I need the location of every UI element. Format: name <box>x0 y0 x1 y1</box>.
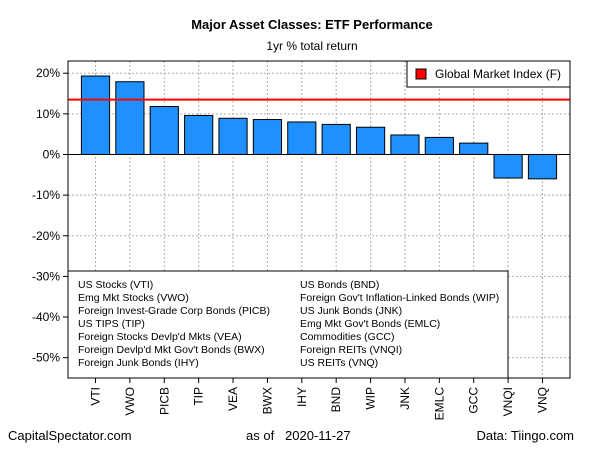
y-tick-label: -10% <box>32 188 60 202</box>
y-tick-label: -40% <box>32 310 60 324</box>
x-tick-label: VNQI <box>501 387 515 416</box>
chart-subtitle: 1yr % total return <box>266 39 357 53</box>
ticker-key-item: Foreign Stocks Devlp'd Mkts (VEA) <box>78 331 242 343</box>
y-tick-label: -50% <box>32 351 60 365</box>
x-tick-label: GCC <box>467 387 481 414</box>
legend-swatch <box>415 68 427 80</box>
bar <box>184 114 214 155</box>
y-tick-label: 10% <box>36 107 60 121</box>
bars <box>68 75 570 180</box>
legend-label: Global Market Index (F) <box>435 67 561 81</box>
bar <box>527 153 558 180</box>
ticker-key-item: Foreign Devlp'd Mkt Gov't Bonds (BWX) <box>78 344 265 356</box>
x-tick-label: VNQ <box>535 387 549 413</box>
y-tick-label: -30% <box>32 269 60 283</box>
ticker-key-item: US TIPS (TIP) <box>78 318 145 330</box>
footer-data-source: Data: Tiingo.com <box>476 428 574 443</box>
ticker-key-item: Emg Mkt Stocks (VWO) <box>78 292 189 304</box>
x-tick-label: WIP <box>364 387 378 410</box>
legend-box <box>406 60 571 88</box>
footer-source-site: CapitalSpectator.com <box>8 428 132 443</box>
x-tick-label: JNK <box>398 387 412 410</box>
ticker-key-item: Foreign Invest-Grade Corp Bonds (PICB) <box>78 305 270 317</box>
ticker-key-item: Commodities (GCC) <box>300 331 395 343</box>
ticker-key-item: US REITs (VNQ) <box>300 357 378 369</box>
bar <box>252 119 283 155</box>
bar <box>218 117 248 155</box>
bar <box>287 121 317 155</box>
ticker-key-item: Foreign Junk Bonds (IHY) <box>78 357 199 369</box>
ticker-key-item: US Stocks (VTI) <box>78 279 153 291</box>
x-tick-label: VTI <box>89 387 103 406</box>
bar <box>493 153 523 179</box>
as-of-label: as of <box>246 428 275 443</box>
bar <box>459 142 489 155</box>
chart-title: Major Asset Classes: ETF Performance <box>191 17 433 32</box>
bar <box>321 123 351 155</box>
ticker-key-item: US Junk Bonds (JNK) <box>300 305 402 317</box>
bar <box>80 75 111 155</box>
axes: 20% 10% 0% -10% -20% -30% -40% -50% VTI VWO PICB TI… <box>32 60 571 421</box>
bar <box>390 134 420 155</box>
as-of-date: 2020-11-27 <box>285 428 351 443</box>
bar <box>149 106 179 155</box>
ticker-key-item: Emg Mkt Gov't Bonds (EMLC) <box>300 318 440 330</box>
y-tick-label: -20% <box>32 229 60 243</box>
legend: Global Market Index (F) <box>406 60 571 88</box>
x-tick-label: VEA <box>226 387 240 411</box>
x-tick-label: EMLC <box>432 387 446 421</box>
ticker-key-item: Foreign REITs (VNQI) <box>300 344 402 356</box>
bar <box>115 81 145 155</box>
x-tick-label: BND <box>329 387 343 413</box>
y-tick-label: 0% <box>43 147 61 161</box>
x-tick-label: VWO <box>123 387 137 416</box>
ticker-key-box <box>67 270 509 379</box>
bar <box>355 126 386 155</box>
ticker-key-item: Foreign Gov't Inflation-Linked Bonds (WI… <box>300 292 499 304</box>
x-tick-label: IHY <box>295 387 309 407</box>
x-tick-label: BWX <box>260 387 274 414</box>
ticker-key-item: US Bonds (BND) <box>300 279 379 291</box>
x-tick-label: PICB <box>157 387 171 415</box>
y-tick-label: 20% <box>36 66 60 80</box>
x-tick-label: TIP <box>192 387 206 406</box>
footer-as-of: as of 2020-11-27 <box>246 428 351 443</box>
bar <box>424 136 454 155</box>
ticker-key: US Stocks (VTI)Emg Mkt Stocks (VWO)Forei… <box>67 270 509 379</box>
